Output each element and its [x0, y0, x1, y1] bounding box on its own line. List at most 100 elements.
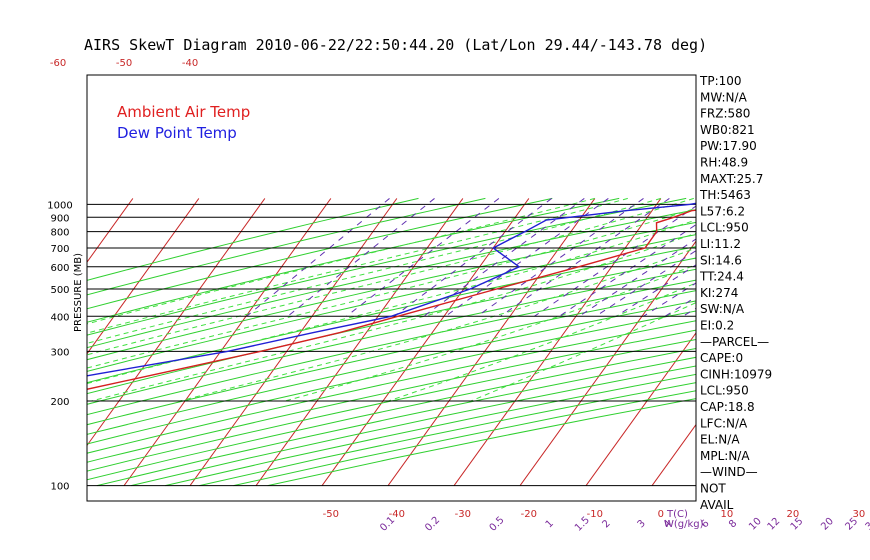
dry-adiabat-line	[87, 268, 696, 405]
isotherm-line	[87, 198, 266, 447]
moist-adiabat-line	[91, 232, 696, 402]
moist-adiabat-line	[87, 197, 595, 325]
index-entry: TT:24.4	[699, 270, 744, 284]
mixing-ratio-tick-label: 8	[727, 518, 739, 530]
sounding-profiles	[87, 202, 696, 390]
isotherm-line	[453, 198, 662, 486]
dry-adiabat-line	[87, 234, 696, 372]
mixing-ratio-line	[287, 198, 435, 317]
pressure-tick-label: 700	[50, 244, 69, 255]
ambient-air-temp-line	[87, 209, 696, 390]
isotherm-line	[784, 198, 870, 485]
pressure-tick-label: 400	[50, 312, 69, 323]
index-entry: AVAIL	[700, 498, 734, 512]
dry-adiabat-line	[87, 300, 696, 435]
index-entry: EL:N/A	[700, 433, 740, 447]
index-entry: LFC:N/A	[700, 416, 748, 430]
pressure-tick-label: 500	[50, 285, 69, 296]
dry-adiabat-line	[96, 356, 696, 487]
dry-adiabat-line	[87, 209, 696, 349]
pressure-tick-label: 1000	[47, 200, 72, 211]
bottom-temp-tick-label: 10	[720, 509, 733, 520]
top-temp-tick-label: -50	[116, 58, 132, 69]
moist-adiabat-line	[87, 197, 661, 344]
index-entry: CAPE:0	[700, 351, 743, 365]
moist-adiabat-line	[87, 219, 696, 385]
isotherm-line	[585, 332, 696, 486]
isotherm-line	[255, 198, 464, 486]
mixing-ratio-tick-label: 1	[544, 518, 556, 530]
dry-adiabat-line	[87, 290, 696, 426]
mixing-ratio-line	[346, 198, 500, 317]
index-entry: EI:0.2	[700, 319, 734, 333]
pressure-tick-label: 600	[50, 263, 69, 274]
mixing-ratio-axis-label: W(g/kg)	[664, 519, 704, 530]
index-entry: —PARCEL—	[700, 335, 769, 349]
mixing-ratio-tick-label: 0.2	[423, 515, 442, 534]
index-entry: TH:5463	[699, 188, 751, 202]
mixing-ratio-tick-label: 3	[636, 518, 648, 530]
bottom-temp-tick-label: -20	[521, 509, 537, 520]
x-axis-label: T(C)	[666, 509, 688, 520]
plot-frame	[86, 74, 697, 502]
index-entry: L57:6.2	[700, 204, 745, 218]
skewt-grid	[0, 197, 870, 487]
mixing-ratio-line	[616, 264, 696, 317]
dry-adiabat-line	[87, 246, 696, 384]
isotherm-line	[0, 198, 67, 485]
index-entry: LCL:950	[700, 384, 749, 398]
mixing-ratio-tick-label: 10	[747, 516, 764, 533]
index-entry: SI:14.6	[700, 253, 742, 267]
moist-adiabat-line	[388, 282, 696, 402]
pressure-tick-label: 100	[50, 482, 69, 493]
pressure-tick-label: 900	[50, 213, 69, 224]
moist-adiabat-line	[87, 197, 628, 334]
mixing-ratio-line	[445, 198, 609, 317]
isobar-lines	[87, 203, 696, 487]
mixing-ratio-line	[423, 198, 585, 317]
stability-indices: TP:100 MW:N/A FRZ:580 WB0:821 PW:17.90 RH:48.…	[699, 74, 772, 512]
bottom-temp-tick-label: 30	[852, 509, 865, 520]
pressure-tick-label: 300	[50, 347, 69, 358]
bottom-temp-tick-label: -40	[389, 509, 405, 520]
isotherm-line	[519, 240, 696, 486]
dry-adiabat-line	[87, 338, 696, 472]
bottom-temp-tick-label: 20	[786, 509, 799, 520]
index-entry: PW:17.90	[700, 139, 757, 153]
index-entry: WB0:821	[700, 123, 755, 137]
isotherm-line	[87, 198, 134, 263]
index-entry: NOT	[700, 482, 726, 496]
dry-adiabat-line	[87, 257, 696, 395]
bottom-temp-tick-label: 0	[658, 509, 664, 520]
dry-adiabat-line	[130, 365, 696, 487]
top-temp-tick-labels: -120-110-100-90-80-70-60-50-40	[0, 58, 198, 69]
top-temp-tick-label: -60	[50, 58, 66, 69]
index-entry: MW:N/A	[700, 90, 748, 104]
bottom-temp-tick-label: -10	[587, 509, 603, 520]
pressure-tick-label: 800	[50, 228, 69, 239]
dry-adiabat-line	[87, 197, 620, 323]
mixing-ratio-line	[393, 198, 552, 317]
dry-adiabat-line	[87, 320, 696, 454]
index-entry: LCL:950	[700, 221, 749, 235]
index-entry: MPL:N/A	[700, 449, 750, 463]
top-temp-tick-label: -40	[182, 58, 198, 69]
legend-entry: Ambient Air Temp	[117, 103, 250, 121]
mixing-ratio-tick-labels: 0.10.20.511.52346810121520253040W(g/kg)	[378, 515, 870, 534]
mixing-ratio-line	[476, 198, 644, 317]
index-entry: LI:11.2	[700, 237, 741, 251]
index-entry: TP:100	[699, 74, 742, 88]
pressure-tick-label: 200	[50, 397, 69, 408]
isotherm-line	[321, 198, 530, 486]
moist-adiabat-line	[87, 197, 694, 356]
bottom-temp-tick-labels: -50-40-30-20-10010203040T(C)	[323, 509, 866, 520]
mixing-ratio-tick-label: 12	[766, 516, 783, 533]
index-entry: KI:274	[700, 286, 738, 300]
dry-adiabat-line	[87, 197, 553, 310]
moist-adiabat-line	[284, 264, 696, 402]
index-entry: —WIND—	[700, 465, 758, 479]
bottom-temp-tick-label: -50	[323, 509, 339, 520]
dry-adiabat-line	[87, 347, 696, 481]
pressure-tick-labels: 100 200 300 400 500 600 700 800 900 1000	[47, 200, 72, 492]
